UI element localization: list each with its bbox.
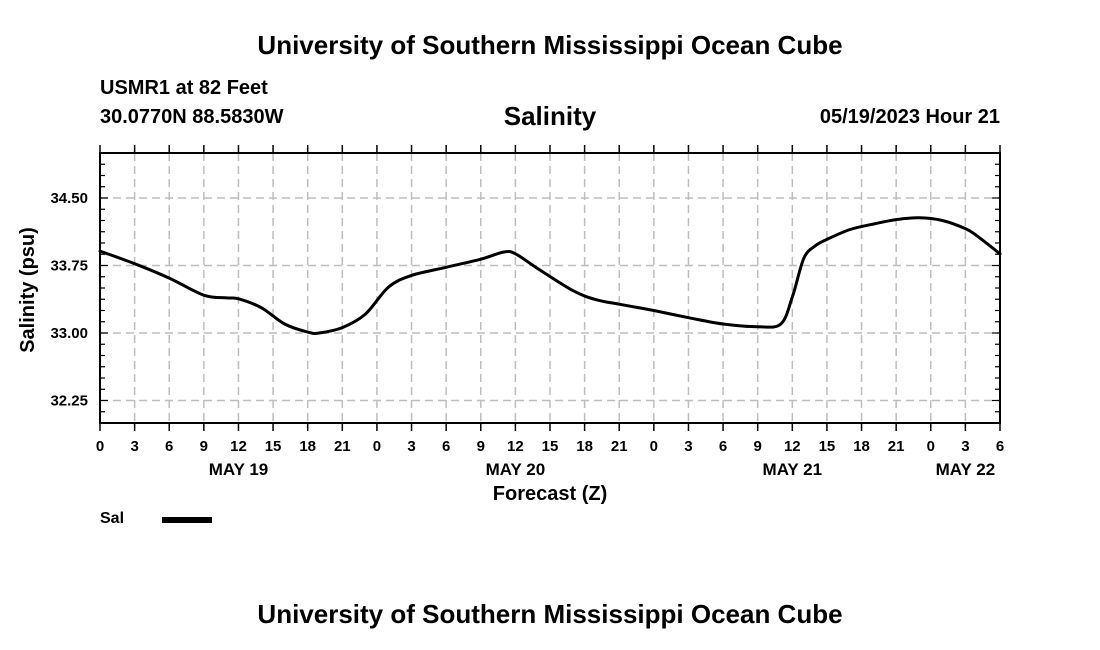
x-tick-label: 9 <box>477 438 485 455</box>
x-tick-label: 15 <box>265 438 282 455</box>
x-tick-label: 0 <box>927 438 935 455</box>
date-label: MAY 21 <box>763 460 823 479</box>
date-label: MAY 22 <box>936 460 996 479</box>
x-tick-label: 3 <box>407 438 415 455</box>
date-label: MAY 19 <box>209 460 269 479</box>
x-tick-label: 6 <box>165 438 173 455</box>
footer-title: University of Southern Mississippi Ocean… <box>257 599 843 629</box>
date-label: MAY 20 <box>486 460 546 479</box>
x-tick-label: 12 <box>230 438 247 455</box>
x-tick-label: 21 <box>888 438 905 455</box>
legend-label: Sal <box>100 510 125 527</box>
y-tick-label: 33.75 <box>50 258 88 275</box>
station-coordinates: 30.0770N 88.5830W <box>100 106 284 128</box>
x-tick-label: 3 <box>684 438 692 455</box>
y-tick-label: 32.25 <box>50 393 88 410</box>
x-axis-label: Forecast (Z) <box>493 483 607 505</box>
x-tick-label: 18 <box>576 438 593 455</box>
x-tick-label: 9 <box>754 438 762 455</box>
legend-swatch <box>162 517 212 523</box>
x-tick-label: 6 <box>442 438 450 455</box>
x-tick-label: 3 <box>130 438 138 455</box>
x-tick-label: 6 <box>996 438 1004 455</box>
x-tick-label: 12 <box>507 438 524 455</box>
chart-title: Salinity <box>503 101 597 131</box>
forecast-run-time: 05/19/2023 Hour 21 <box>819 106 1000 128</box>
x-tick-label: 21 <box>334 438 351 455</box>
x-tick-label: 15 <box>819 438 836 455</box>
x-tick-label: 0 <box>650 438 658 455</box>
x-tick-label: 18 <box>853 438 870 455</box>
plot-frame <box>99 152 1001 424</box>
y-tick-labels: 32.25 33.00 33.75 34.50 <box>50 190 88 410</box>
x-tick-label: 12 <box>784 438 801 455</box>
page-title: University of Southern Mississippi Ocean… <box>257 30 843 60</box>
x-tick-label: 18 <box>299 438 316 455</box>
x-tick-label: 6 <box>719 438 727 455</box>
station-name: USMR1 at 82 Feet <box>100 77 268 99</box>
x-tick-label: 9 <box>200 438 208 455</box>
x-tick-label: 21 <box>611 438 628 455</box>
y-tick-label: 33.00 <box>50 325 88 342</box>
date-labels: MAY 19 MAY 20 MAY 21 MAY 22 <box>209 460 995 479</box>
x-tick-label: 0 <box>96 438 104 455</box>
x-tick-label: 0 <box>373 438 381 455</box>
x-tick-label: 15 <box>542 438 559 455</box>
y-tick-label: 34.50 <box>50 190 88 207</box>
x-tick-label: 3 <box>961 438 969 455</box>
x-tick-labels: 0 3 6 9 12 15 18 21 0 3 6 9 12 15 18 21 0 3 6 9 12 15 18 21 0 3 6 <box>96 438 1004 455</box>
grid-lines <box>100 153 1000 423</box>
series-line-sal <box>98 216 1002 335</box>
y-axis-label: Salinity (psu) <box>17 227 39 353</box>
